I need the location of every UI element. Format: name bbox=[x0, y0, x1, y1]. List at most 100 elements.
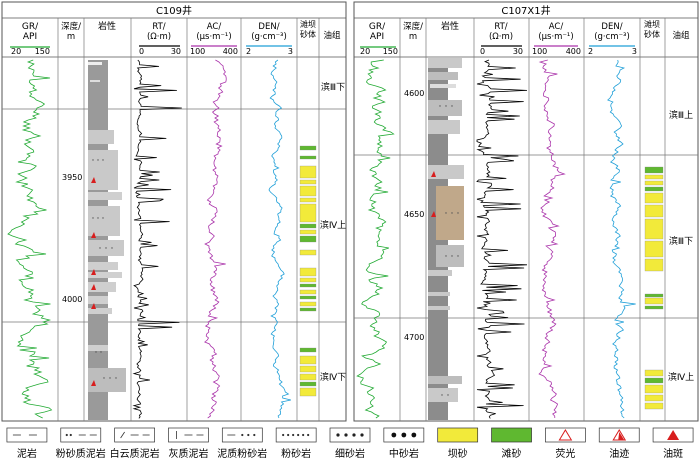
bar-sand-layer bbox=[644, 297, 664, 305]
bar-sand-layer bbox=[299, 203, 317, 223]
bar-sand-layer bbox=[644, 369, 664, 377]
rt-header: RT/(Ω·m) bbox=[147, 22, 171, 42]
bar-sand-layer bbox=[644, 174, 664, 180]
depth-tick: 4600 bbox=[404, 89, 424, 98]
den-header: DEN/(g·cm⁻³) bbox=[594, 22, 630, 42]
oil-group-label: 滨Ⅳ上 bbox=[320, 219, 346, 231]
bar-sand-layer bbox=[299, 229, 317, 235]
rt-header: RT/(Ω·m) bbox=[489, 22, 513, 42]
legend-label: 油斑 bbox=[663, 447, 683, 460]
beach-sand-layer bbox=[299, 155, 317, 160]
ac-scale-min: 100 bbox=[532, 47, 547, 56]
gr-scale-min: 20 bbox=[360, 47, 370, 56]
legend-swatch-oil-trace bbox=[598, 427, 640, 443]
bar-sand-layer bbox=[644, 218, 664, 240]
bar-sand-layer bbox=[644, 384, 664, 394]
oil-group-label: 滨Ⅲ下 bbox=[321, 81, 345, 93]
rt-curve bbox=[132, 59, 182, 419]
bar-sand-layer bbox=[644, 394, 664, 402]
legend-swatch-beach-sand bbox=[491, 427, 532, 443]
legend-swatch-argillaceous-siltstone bbox=[221, 427, 263, 443]
rt-curve bbox=[476, 59, 528, 419]
lithology-column bbox=[88, 60, 126, 420]
legend-swatch-bar-sand bbox=[437, 427, 479, 443]
bar-sand-layer bbox=[299, 355, 317, 365]
beach-sand-layer bbox=[644, 166, 664, 174]
den-curve bbox=[268, 59, 291, 419]
lith-header: 岩性 bbox=[98, 20, 116, 32]
legend-label: 泥质粉砂岩 bbox=[217, 447, 267, 460]
beach-bar-sand-column bbox=[299, 145, 317, 397]
beach-sand-layer bbox=[644, 305, 664, 310]
bar-sand-layer bbox=[644, 180, 664, 186]
beach-sand-layer bbox=[299, 283, 317, 288]
legend-label: 泥岩 bbox=[17, 447, 37, 460]
well-panel-c107x1: C107X1井 GR/API 20 150 深度/m 岩性 RT/(Ω·m) 0… bbox=[353, 1, 699, 422]
oil-group-header: 油组 bbox=[323, 30, 341, 41]
bar-sand-layer bbox=[299, 387, 317, 397]
lith-header: 岩性 bbox=[441, 20, 459, 32]
bar-sand-layer bbox=[644, 204, 664, 218]
legend-label: 中砂岩 bbox=[389, 447, 419, 460]
legend-swatch-siltstone bbox=[275, 427, 317, 443]
legend-swatch-silty-mudstone bbox=[60, 427, 102, 443]
beach-sand-layer bbox=[299, 381, 317, 387]
bar-sand-layer bbox=[644, 192, 664, 204]
bar-sand-layer bbox=[299, 289, 317, 295]
legend-swatch-fine-sandstone bbox=[329, 427, 371, 443]
ac-curve bbox=[204, 59, 227, 419]
beach-sand-layer bbox=[644, 377, 664, 384]
legend-label: 细砂岩 bbox=[335, 447, 365, 460]
legend-swatch-fluorescence bbox=[545, 427, 586, 443]
legend-swatch-medium-sandstone bbox=[383, 427, 425, 443]
legend-swatch-oil-spot bbox=[652, 427, 694, 443]
bar-sand-layer bbox=[299, 277, 317, 283]
bar-sand-layer bbox=[299, 179, 317, 185]
bar-sand-header: 滩坝砂体 bbox=[300, 19, 316, 39]
ac-scale-max: 400 bbox=[223, 47, 238, 56]
gr-scale-min: 20 bbox=[11, 47, 21, 56]
beach-sand-layer bbox=[299, 295, 317, 300]
legend-label: 灰质泥岩 bbox=[168, 447, 208, 460]
beach-bar-sand-column bbox=[644, 166, 664, 410]
ac-curve bbox=[538, 59, 566, 419]
bar-sand-layer bbox=[299, 267, 317, 277]
bar-sand-layer bbox=[644, 402, 664, 410]
depth-header: 深度/m bbox=[403, 21, 423, 42]
gr-header: GR/API bbox=[369, 22, 386, 42]
depth-header: 深度/m bbox=[61, 21, 81, 42]
lithology-column bbox=[428, 58, 464, 420]
den-scale-min: 2 bbox=[588, 47, 593, 56]
den-scale-max: 3 bbox=[632, 47, 637, 56]
den-scale-min: 2 bbox=[246, 47, 251, 56]
ac-scale-min: 100 bbox=[190, 47, 205, 56]
den-curve bbox=[607, 59, 636, 419]
legend-label: 油迹 bbox=[609, 447, 629, 460]
gr-curve bbox=[356, 59, 395, 419]
oil-group-label: 滨Ⅳ上 bbox=[668, 371, 694, 383]
bar-sand-layer bbox=[299, 165, 317, 179]
bar-sand-layer bbox=[299, 365, 317, 373]
legend-swatch-calcareous-mudstone bbox=[168, 427, 209, 443]
oil-group-label: 滨Ⅲ上 bbox=[669, 109, 693, 121]
beach-sand-layer bbox=[644, 293, 664, 298]
depth-tick: 4000 bbox=[62, 295, 82, 304]
gr-header: GR/API bbox=[22, 22, 39, 42]
bar-sand-header: 滩坝砂体 bbox=[644, 19, 660, 39]
bar-sand-layer bbox=[299, 185, 317, 197]
legend-label: 荧光 bbox=[555, 447, 575, 460]
depth-tick: 3950 bbox=[62, 173, 82, 182]
beach-sand-layer bbox=[299, 145, 317, 151]
bar-sand-layer bbox=[299, 249, 317, 256]
bar-sand-layer bbox=[644, 258, 664, 272]
oil-group-label: 滨Ⅳ下 bbox=[320, 371, 346, 383]
beach-sand-layer bbox=[299, 223, 317, 229]
legend-label: 白云质泥岩 bbox=[110, 447, 160, 460]
gr-curve bbox=[7, 59, 53, 419]
ac-header: AC/(μs·m⁻¹) bbox=[196, 22, 231, 42]
rt-scale-max: 30 bbox=[171, 47, 181, 56]
legend-label: 粉砂岩 bbox=[281, 447, 311, 460]
legend-label: 粉砂质泥岩 bbox=[56, 447, 106, 460]
depth-tick: 4700 bbox=[404, 333, 424, 342]
